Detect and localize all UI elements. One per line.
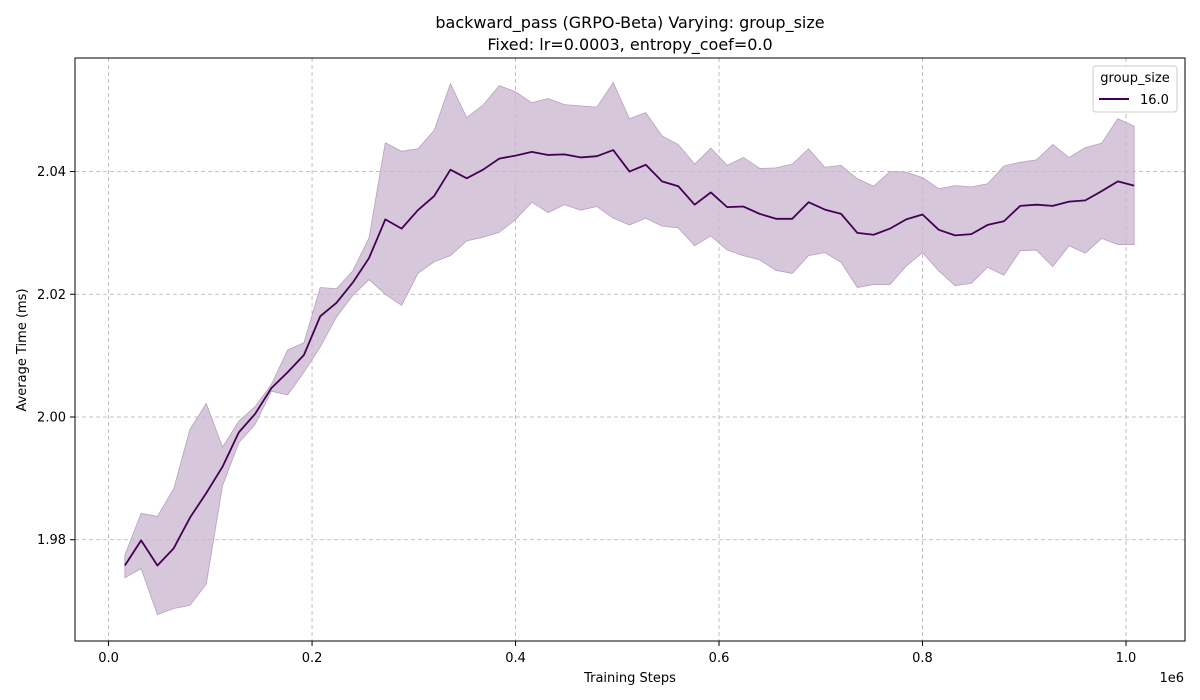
x-tick-label: 0.0 xyxy=(98,651,119,666)
plot-area-frame xyxy=(74,57,1186,642)
x-axis-label: Training Steps xyxy=(583,671,676,686)
chart-title-line-2: Fixed: lr=0.0003, entropy_coef=0.0 xyxy=(487,35,772,55)
x-axis-ticks: 0.0 0.2 0.4 0.6 0.8 1.0 xyxy=(98,641,1136,666)
y-axis-label: Average Time (ms) xyxy=(15,288,30,411)
y-axis-ticks: 1.98 2.00 2.02 2.04 xyxy=(37,165,75,548)
x-tick-label: 0.8 xyxy=(912,651,933,666)
legend-title: group_size xyxy=(1100,71,1169,86)
x-tick-label: 0.4 xyxy=(505,651,526,666)
series-line xyxy=(124,149,1135,567)
confidence-band xyxy=(124,81,1135,616)
x-axis-multiplier: 1e6 xyxy=(1159,671,1184,686)
legend-entry-label: 16.0 xyxy=(1140,93,1169,108)
x-tick-label: 0.6 xyxy=(709,651,730,666)
y-tick-label: 1.98 xyxy=(37,533,66,548)
chart-title-line-1: backward_pass (GRPO-Beta) Varying: group… xyxy=(435,13,824,33)
y-tick-label: 2.00 xyxy=(37,411,66,426)
legend-box xyxy=(1092,65,1178,113)
y-tick-label: 2.04 xyxy=(37,165,66,180)
confidence-band-layer xyxy=(124,81,1135,616)
x-tick-label: 0.2 xyxy=(302,651,323,666)
y-tick-label: 2.02 xyxy=(37,288,66,303)
x-tick-label: 1.0 xyxy=(1116,651,1137,666)
series-line-layer xyxy=(124,149,1135,567)
legend: group_size 16.0 xyxy=(1092,65,1178,113)
